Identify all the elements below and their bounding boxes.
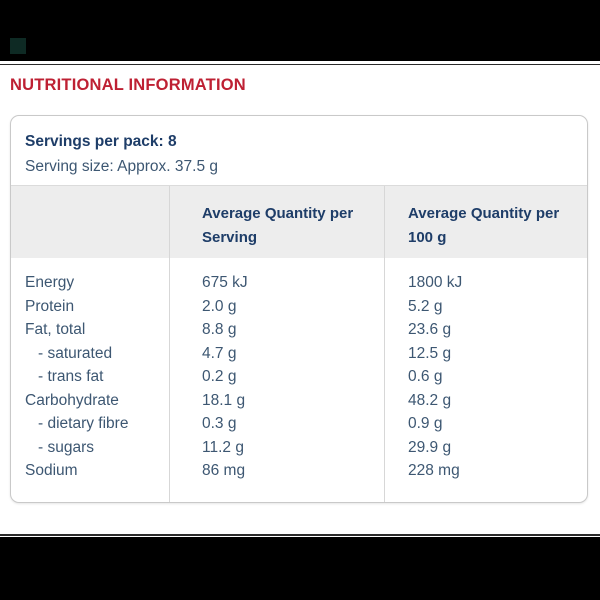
column-divider-1 [169, 186, 170, 502]
value-per-serving: 8.8 g [202, 321, 237, 338]
column-divider-2 [384, 186, 385, 502]
value-per-100g: 228 mg [408, 462, 460, 479]
value-per-100g: 48.2 g [408, 391, 452, 409]
table-body: Energy 675 kJ 1800 kJ Protein 2.0 g 5.2 … [11, 258, 587, 483]
table-row: - sugars 11.2 g 29.9 g [11, 436, 587, 460]
value-per-serving: 675 kJ [202, 274, 248, 291]
value-per-serving: 2.0 g [202, 297, 237, 315]
table-header-row: Average Quantity per Serving Average Qua… [11, 186, 587, 258]
value-per-serving: 0.2 g [202, 368, 237, 385]
logo-mark-square [10, 38, 26, 54]
nutrition-panel: Servings per pack: 8 Serving size: Appro… [10, 115, 588, 503]
column-header-per-serving: Average Quantity per Serving [169, 186, 384, 258]
nutrition-table: Average Quantity per Serving Average Qua… [11, 186, 587, 502]
column-header-nutrient [11, 186, 169, 258]
nutrient-label: - saturated [38, 344, 113, 362]
servings-per-pack-text: Servings per pack: 8 [25, 133, 177, 150]
value-per-100g: 0.9 g [408, 415, 443, 432]
servings-info: Servings per pack: 8 Serving size: Appro… [11, 116, 587, 186]
value-per-serving: 11.2 g [202, 438, 244, 456]
value-per-100g: 5.2 g [408, 297, 443, 315]
table-row: Carbohydrate 18.1 g 48.2 g [11, 389, 587, 413]
table-row: Fat, total 8.8 g 23.6 g [11, 318, 587, 342]
table-row: Sodium 86 mg 228 mg [11, 459, 587, 483]
value-per-serving: 86 mg [202, 462, 246, 479]
value-per-100g: 29.9 g [408, 438, 452, 456]
top-divider-rule [0, 64, 600, 65]
value-per-serving: 18.1 g [202, 391, 246, 409]
top-black-bar [0, 0, 600, 61]
value-per-serving: 0.3 g [202, 415, 237, 432]
value-per-100g: 12.5 g [408, 344, 452, 362]
nutrient-label: - dietary fibre [38, 415, 129, 432]
section-title: NUTRITIONAL INFORMATION [10, 76, 246, 94]
nutrient-label: Sodium [25, 462, 78, 479]
nutrient-label: Carbohydrate [25, 391, 119, 409]
bottom-black-bar [0, 537, 600, 600]
value-per-serving: 4.7 g [202, 344, 237, 362]
table-row: Energy 675 kJ 1800 kJ [11, 271, 587, 295]
value-per-100g: 23.6 g [408, 321, 452, 338]
column-header-per-100g: Average Quantity per 100 g [384, 186, 587, 258]
nutrient-label: Protein [25, 297, 75, 315]
serving-size-text: Serving size: Approx. 37.5 g [25, 158, 219, 175]
value-per-100g: 1800 kJ [408, 274, 463, 291]
column-header-per-100g-label: Average Quantity per 100 g [408, 205, 560, 246]
table-row: - dietary fibre 0.3 g 0.9 g [11, 412, 587, 436]
table-row: - saturated 4.7 g 12.5 g [11, 342, 587, 366]
table-row: Protein 2.0 g 5.2 g [11, 295, 587, 319]
nutrient-label: Fat, total [25, 321, 86, 338]
bottom-divider-rule [0, 534, 600, 536]
column-header-per-serving-label: Average Quantity per Serving [202, 205, 354, 246]
nutrient-label: - sugars [38, 438, 94, 456]
value-per-100g: 0.6 g [408, 368, 443, 385]
table-row: - trans fat 0.2 g 0.6 g [11, 365, 587, 389]
nutrient-label: - trans fat [38, 368, 104, 385]
nutrient-label: Energy [25, 274, 75, 291]
